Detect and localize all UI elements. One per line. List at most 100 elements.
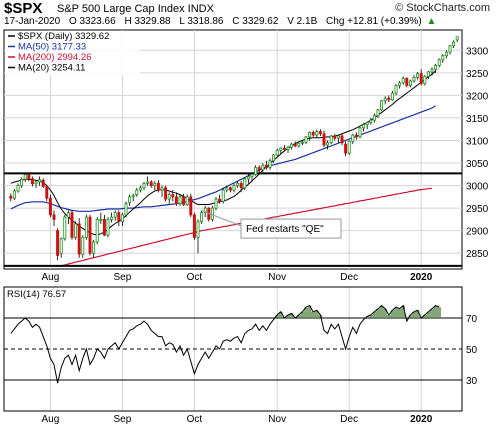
- x-tick-label: Dec: [340, 272, 358, 283]
- price-tick-label: 3050: [466, 159, 489, 170]
- candle-body: [250, 173, 254, 177]
- candle-body: [322, 133, 326, 146]
- candle-body: [12, 190, 16, 199]
- quote-close: C 3329.62: [232, 16, 279, 27]
- source-credit: © StockCharts.com: [395, 2, 490, 14]
- candle-body: [390, 92, 394, 101]
- price-tick-label: 3150: [466, 114, 489, 125]
- candle-body: [246, 176, 250, 180]
- price-tick-label: 3200: [466, 91, 489, 102]
- candle-body: [394, 85, 398, 94]
- candle-body: [441, 55, 445, 61]
- candle-body: [120, 214, 124, 223]
- candle-body: [174, 196, 178, 205]
- candle-body: [99, 218, 103, 221]
- candle-body: [286, 146, 290, 150]
- candle-body: [426, 71, 430, 77]
- annotation-text: Fed restarts "QE": [246, 224, 324, 235]
- candle-body: [239, 182, 243, 189]
- legend-entry: $SPX (Daily) 3329.62: [18, 31, 109, 42]
- candle-body: [358, 127, 362, 138]
- candle-body: [365, 122, 369, 126]
- candle-body: [149, 181, 153, 186]
- candle-body: [153, 182, 157, 186]
- candle-body: [372, 115, 376, 121]
- candle-body: [48, 197, 52, 216]
- candle-body: [300, 141, 304, 144]
- candle-body: [304, 136, 308, 143]
- candle-body: [106, 218, 110, 236]
- candle-body: [290, 143, 294, 148]
- candle-body: [423, 76, 427, 85]
- candle-body: [275, 150, 279, 156]
- candle-body: [261, 164, 265, 171]
- quote-date: 17-Jan-2020: [4, 16, 61, 27]
- rsi-label-background: [5, 288, 85, 299]
- index-name: S&P 500 Large Cap Index INDX: [57, 3, 214, 15]
- candle-body: [434, 65, 438, 70]
- candle-body: [214, 198, 218, 209]
- candle-body: [315, 131, 319, 136]
- x-tick-label: Sep: [114, 272, 132, 283]
- candle-body: [131, 195, 135, 198]
- quote-change: Chg +12.81 (+0.39%): [326, 16, 422, 27]
- price-panel: 2850 2900 2950 3000 3050 3100 3150 3200 3250 3300…: [3, 29, 489, 283]
- candle-body: [452, 41, 456, 47]
- candle-body: [344, 143, 348, 154]
- x-tick-label: 2020: [410, 272, 433, 283]
- candle-body: [448, 45, 452, 53]
- legend-background: [5, 31, 140, 75]
- candle-body: [210, 207, 214, 220]
- candle-body: [160, 187, 164, 191]
- candle-body: [351, 134, 355, 142]
- candle-body: [232, 185, 236, 191]
- candle-body: [282, 147, 286, 150]
- candle-body: [362, 124, 366, 129]
- candle-body: [77, 223, 81, 255]
- candle-body: [254, 167, 258, 175]
- change-arrow-icon: ▲: [426, 16, 437, 27]
- candle-body: [20, 178, 24, 186]
- candle-body: [430, 68, 434, 73]
- candle-body: [164, 187, 168, 200]
- price-tick-label: 3250: [466, 69, 489, 80]
- candle-body: [182, 196, 186, 205]
- candle-body: [84, 216, 88, 238]
- candle-body: [444, 51, 448, 57]
- candle-body: [38, 179, 42, 183]
- rsi-tick-label: 70: [466, 314, 478, 325]
- candle-body: [200, 212, 204, 223]
- quote-low: L 3318.86: [179, 16, 224, 27]
- quote-volume: V 2.1B: [287, 16, 318, 27]
- candle-body: [405, 77, 409, 86]
- candle-body: [142, 182, 146, 189]
- candle-body: [347, 140, 351, 154]
- candle-body: [318, 131, 322, 135]
- candle-body: [311, 131, 315, 136]
- candle-body: [333, 135, 337, 139]
- price-tick-label: 2850: [466, 249, 489, 260]
- symbol-title: $SPX: [4, 0, 43, 17]
- candle-body: [455, 36, 459, 41]
- candle-body: [146, 181, 150, 184]
- candle-body: [156, 182, 160, 191]
- candle-body: [45, 186, 49, 199]
- candle-body: [380, 100, 384, 111]
- rsi-tick-label: 50: [466, 345, 478, 356]
- price-tick-label: 3000: [466, 182, 489, 193]
- rsi-label: RSI(14) 76.57: [7, 289, 66, 300]
- rsi-x-tick-label: Oct: [187, 414, 203, 425]
- price-tick-label: 3100: [466, 136, 489, 147]
- candle-body: [203, 207, 207, 214]
- candle-body: [264, 164, 268, 168]
- candle-body: [336, 135, 340, 139]
- candle-body: [113, 212, 117, 218]
- candle-body: [412, 76, 416, 82]
- x-tick-label: Oct: [187, 272, 203, 283]
- candle-body: [257, 167, 261, 171]
- candle-body: [236, 182, 240, 186]
- candle-body: [369, 119, 373, 123]
- candle-body: [398, 82, 402, 86]
- quote-high: H 3329.88: [124, 16, 171, 27]
